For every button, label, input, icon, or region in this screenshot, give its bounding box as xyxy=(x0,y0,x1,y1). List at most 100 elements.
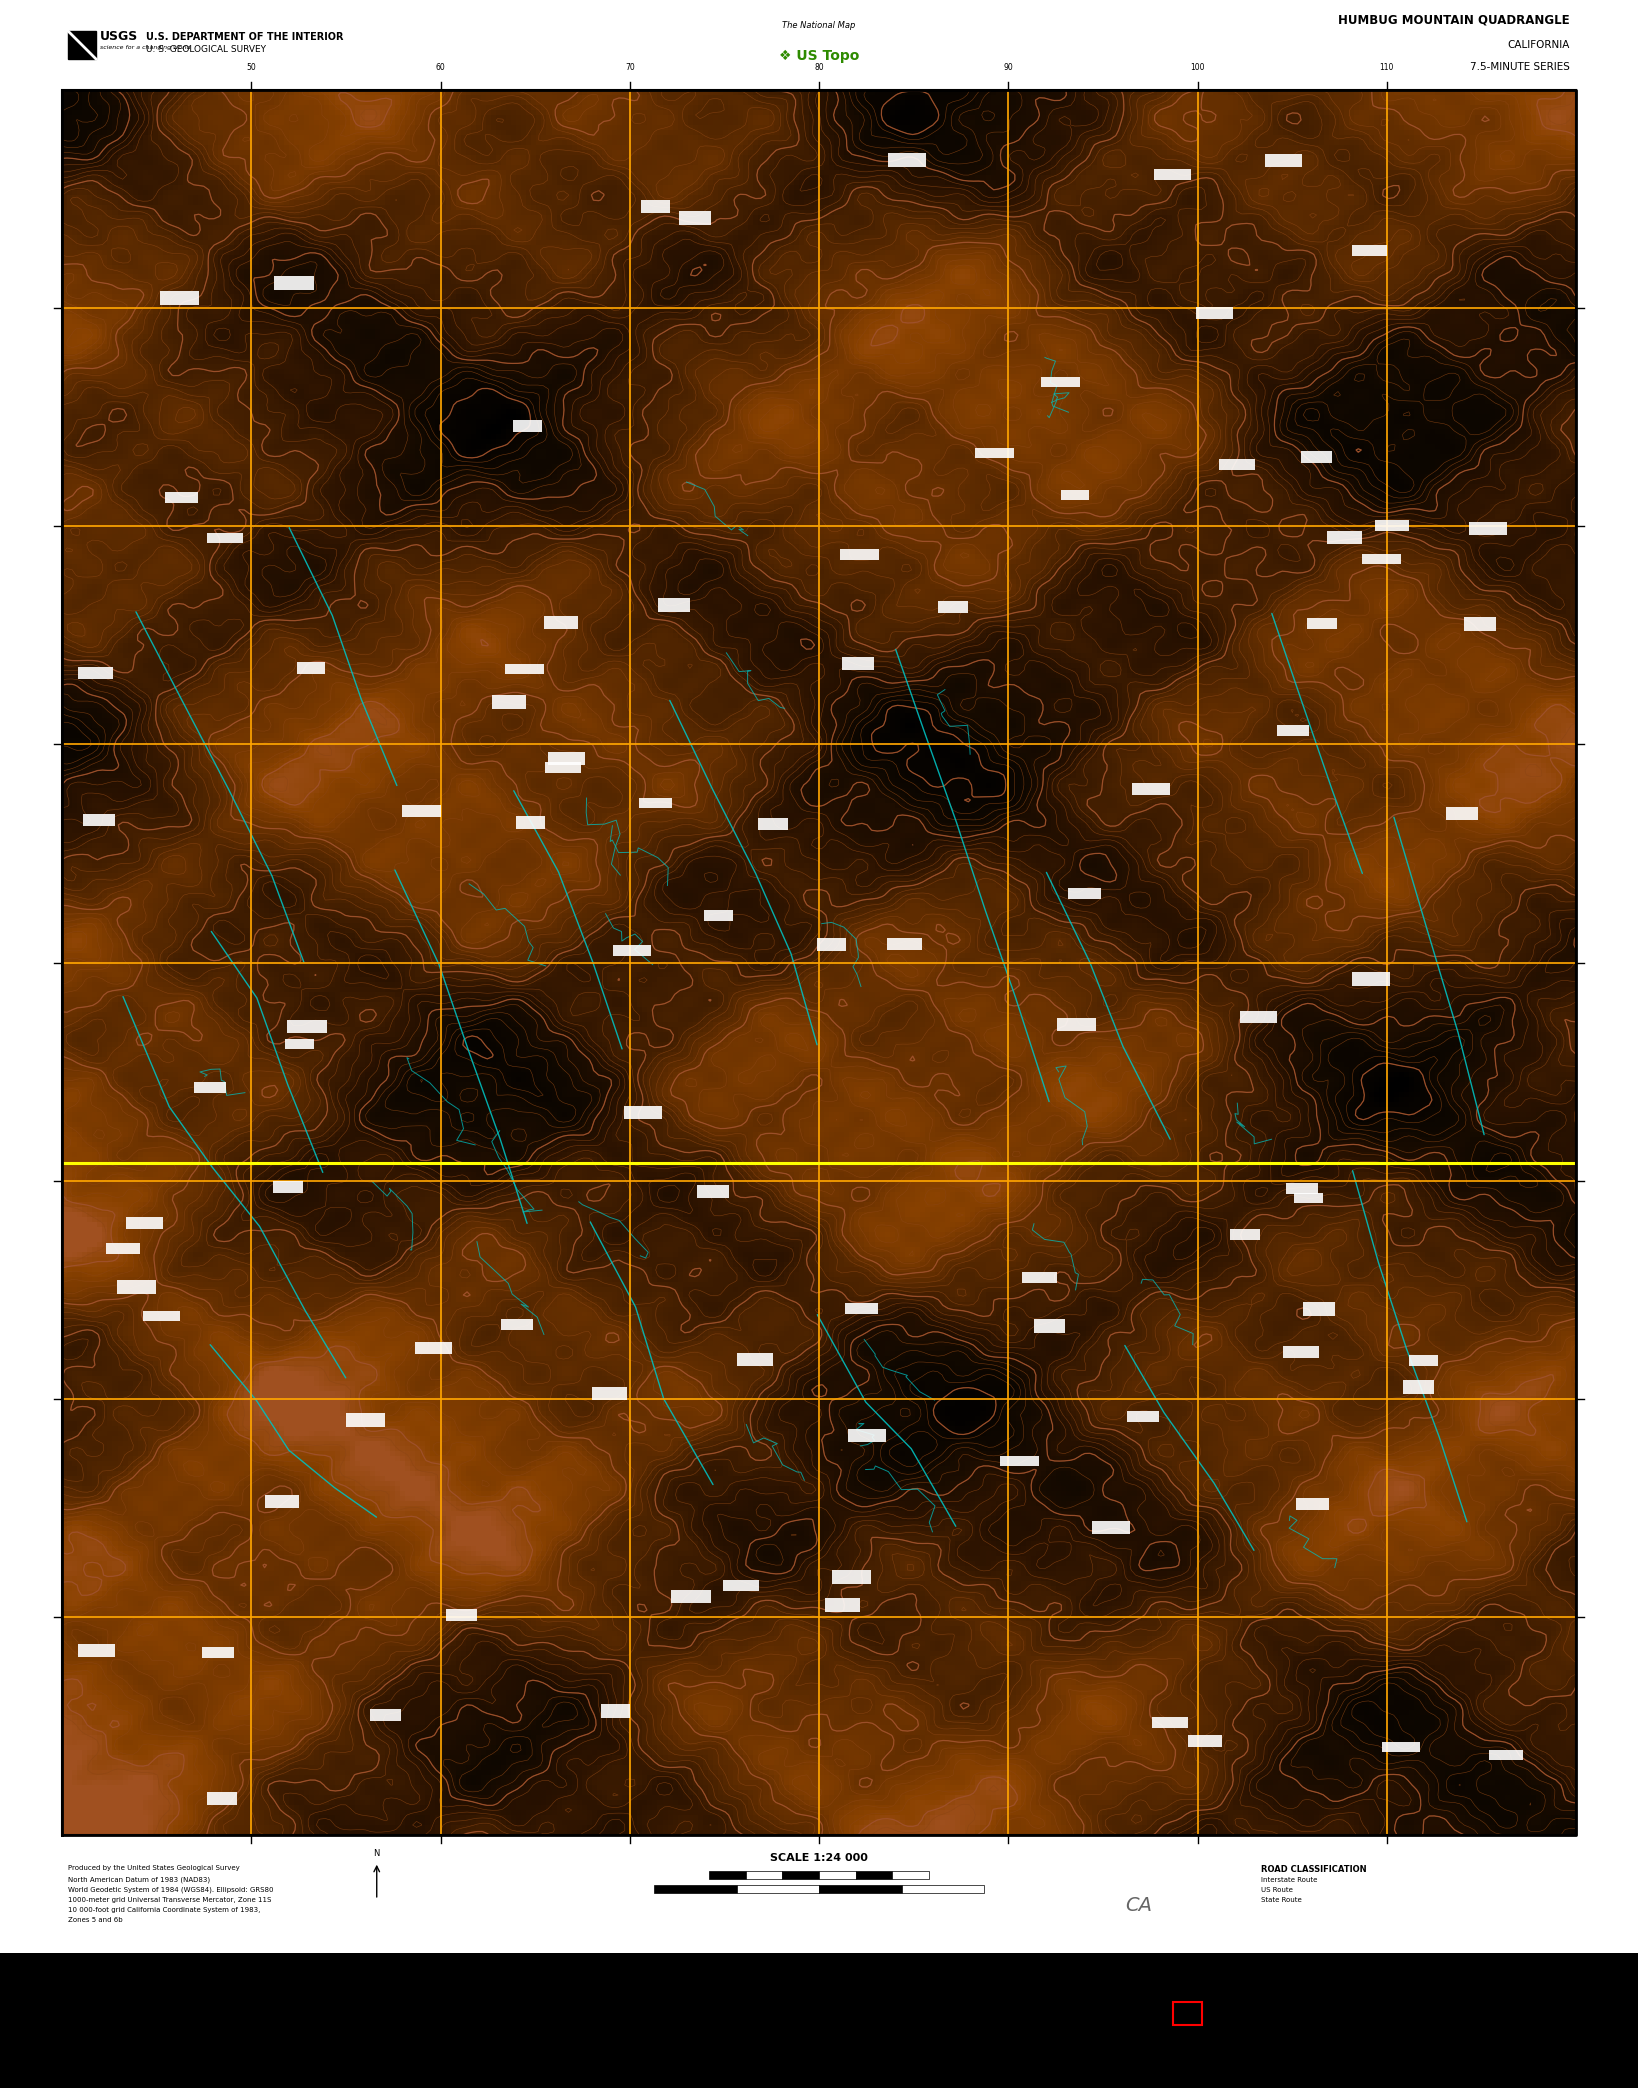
Bar xyxy=(848,1430,886,1443)
Bar xyxy=(783,1871,819,1879)
Bar xyxy=(77,1645,115,1658)
Bar xyxy=(513,420,542,432)
Bar xyxy=(678,211,711,226)
Text: 110: 110 xyxy=(1379,63,1394,71)
Bar xyxy=(737,1885,819,1894)
Bar xyxy=(842,658,873,670)
Text: ROAD CLASSIFICATION: ROAD CLASSIFICATION xyxy=(1261,1865,1366,1875)
Text: N: N xyxy=(373,1848,380,1858)
Bar xyxy=(446,1610,477,1620)
Bar xyxy=(414,1343,452,1355)
Bar xyxy=(1294,1192,1324,1203)
Bar xyxy=(640,200,670,213)
Text: 100: 100 xyxy=(1191,63,1206,71)
Text: USGS: USGS xyxy=(100,31,138,44)
Bar xyxy=(1296,1499,1328,1510)
Bar xyxy=(116,1280,156,1295)
Bar xyxy=(601,1704,631,1718)
Bar xyxy=(1068,887,1101,900)
Bar xyxy=(1404,1380,1433,1393)
Bar xyxy=(1196,307,1232,319)
Bar xyxy=(1266,155,1302,167)
Text: Zones 5 and 6b: Zones 5 and 6b xyxy=(69,1917,123,1923)
Bar xyxy=(1363,553,1402,564)
Text: SCALE 1:24 000: SCALE 1:24 000 xyxy=(770,1852,868,1862)
Bar xyxy=(1327,530,1361,545)
Bar xyxy=(624,1107,662,1119)
Bar xyxy=(709,1871,745,1879)
Text: science for a changing world: science for a changing world xyxy=(100,44,190,50)
Bar xyxy=(819,1885,901,1894)
Bar xyxy=(1173,2002,1202,2025)
Text: CALIFORNIA: CALIFORNIA xyxy=(1507,40,1569,50)
Bar xyxy=(0,1952,1638,2088)
Bar xyxy=(544,616,578,628)
Bar xyxy=(1152,1718,1188,1729)
Bar xyxy=(545,762,581,773)
Bar xyxy=(1230,1228,1260,1240)
Bar xyxy=(855,1871,893,1879)
Text: 10 000-foot grid California Coordinate System of 1983,: 10 000-foot grid California Coordinate S… xyxy=(69,1906,260,1913)
Bar xyxy=(1061,489,1089,499)
Bar xyxy=(505,664,544,674)
Bar xyxy=(704,910,734,921)
Bar xyxy=(126,1217,164,1230)
Bar xyxy=(1022,1272,1057,1284)
Bar xyxy=(888,152,925,167)
Text: 7.5-MINUTE SERIES: 7.5-MINUTE SERIES xyxy=(1471,63,1569,73)
Bar xyxy=(672,1589,711,1604)
Text: North American Datum of 1983 (NAD83): North American Datum of 1983 (NAD83) xyxy=(69,1877,210,1883)
Bar xyxy=(1351,244,1387,255)
Bar xyxy=(265,1495,298,1508)
Bar xyxy=(613,944,650,956)
Bar xyxy=(62,90,1576,1835)
Bar xyxy=(203,1647,234,1658)
Text: The National Map: The National Map xyxy=(783,21,855,29)
Bar xyxy=(1093,1520,1130,1535)
Bar xyxy=(143,1311,180,1322)
Bar xyxy=(370,1708,401,1721)
Bar xyxy=(1240,1011,1276,1023)
Text: 80: 80 xyxy=(814,63,824,71)
Bar xyxy=(826,1597,860,1612)
Bar xyxy=(287,1019,328,1034)
Bar xyxy=(819,1871,855,1879)
Bar xyxy=(832,1570,871,1583)
Bar xyxy=(593,1386,627,1399)
Bar xyxy=(77,666,113,679)
Bar xyxy=(658,599,690,612)
Text: State Route: State Route xyxy=(1261,1896,1302,1902)
Text: ❖ US Topo: ❖ US Topo xyxy=(778,48,860,63)
Bar xyxy=(1307,618,1337,628)
Bar xyxy=(939,601,968,614)
Bar xyxy=(1301,451,1332,464)
Bar xyxy=(893,1871,929,1879)
Text: HUMBUG MOUNTAIN QUADRANGLE: HUMBUG MOUNTAIN QUADRANGLE xyxy=(1338,13,1569,27)
Bar xyxy=(1040,378,1079,388)
Bar xyxy=(285,1038,314,1050)
Text: 50: 50 xyxy=(246,63,256,71)
Bar xyxy=(1304,1303,1335,1315)
Bar xyxy=(817,938,847,952)
Bar xyxy=(1283,1345,1319,1359)
Bar xyxy=(722,1581,760,1591)
Text: CA: CA xyxy=(1125,1896,1152,1915)
Bar xyxy=(888,938,922,950)
Bar xyxy=(1409,1355,1438,1366)
Bar xyxy=(346,1414,385,1426)
Bar xyxy=(62,90,1576,1835)
Bar xyxy=(549,752,585,764)
Bar xyxy=(1058,1019,1096,1031)
Bar xyxy=(999,1455,1038,1466)
Bar xyxy=(1276,725,1309,737)
Text: 90: 90 xyxy=(1004,63,1014,71)
Text: U. S. GEOLOGICAL SURVEY: U. S. GEOLOGICAL SURVEY xyxy=(146,46,265,54)
Bar xyxy=(1188,1735,1222,1748)
Bar xyxy=(501,1318,534,1330)
Bar xyxy=(845,1303,878,1313)
Bar xyxy=(106,1242,139,1255)
Bar xyxy=(1153,169,1191,180)
Bar xyxy=(296,662,324,674)
Bar xyxy=(1034,1320,1065,1332)
Bar xyxy=(0,1835,1638,1952)
